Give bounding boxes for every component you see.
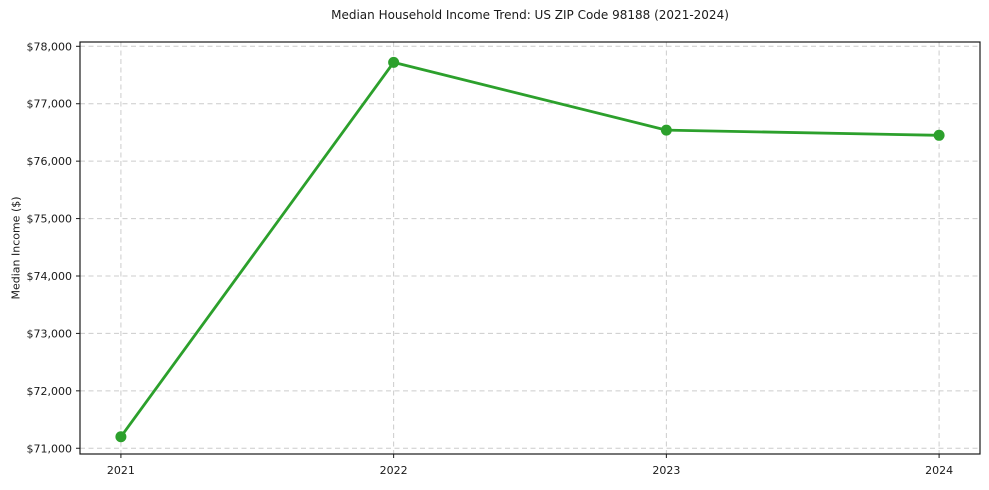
y-tick-label: $77,000 <box>27 98 73 111</box>
y-tick-label: $72,000 <box>27 385 73 398</box>
y-tick-label: $73,000 <box>27 327 73 340</box>
data-point-marker <box>115 431 127 443</box>
chart-title: Median Household Income Trend: US ZIP Co… <box>331 8 729 22</box>
data-point-marker <box>388 56 400 68</box>
x-tick-label: 2024 <box>925 464 953 477</box>
data-point-marker <box>933 129 945 141</box>
data-point-marker <box>660 124 672 136</box>
x-tick-label: 2022 <box>380 464 408 477</box>
plot-border <box>79 41 981 455</box>
x-tick-label: 2023 <box>652 464 680 477</box>
y-tick-label: $76,000 <box>27 155 73 168</box>
y-tick-label: $71,000 <box>27 442 73 455</box>
y-tick-label: $74,000 <box>27 270 73 283</box>
y-tick-label: $75,000 <box>27 213 73 226</box>
y-axis-label: Median Income ($) <box>9 196 23 300</box>
trend-line <box>119 60 941 439</box>
y-tick-label: $78,000 <box>27 40 73 53</box>
x-tick-label: 2021 <box>107 464 135 477</box>
